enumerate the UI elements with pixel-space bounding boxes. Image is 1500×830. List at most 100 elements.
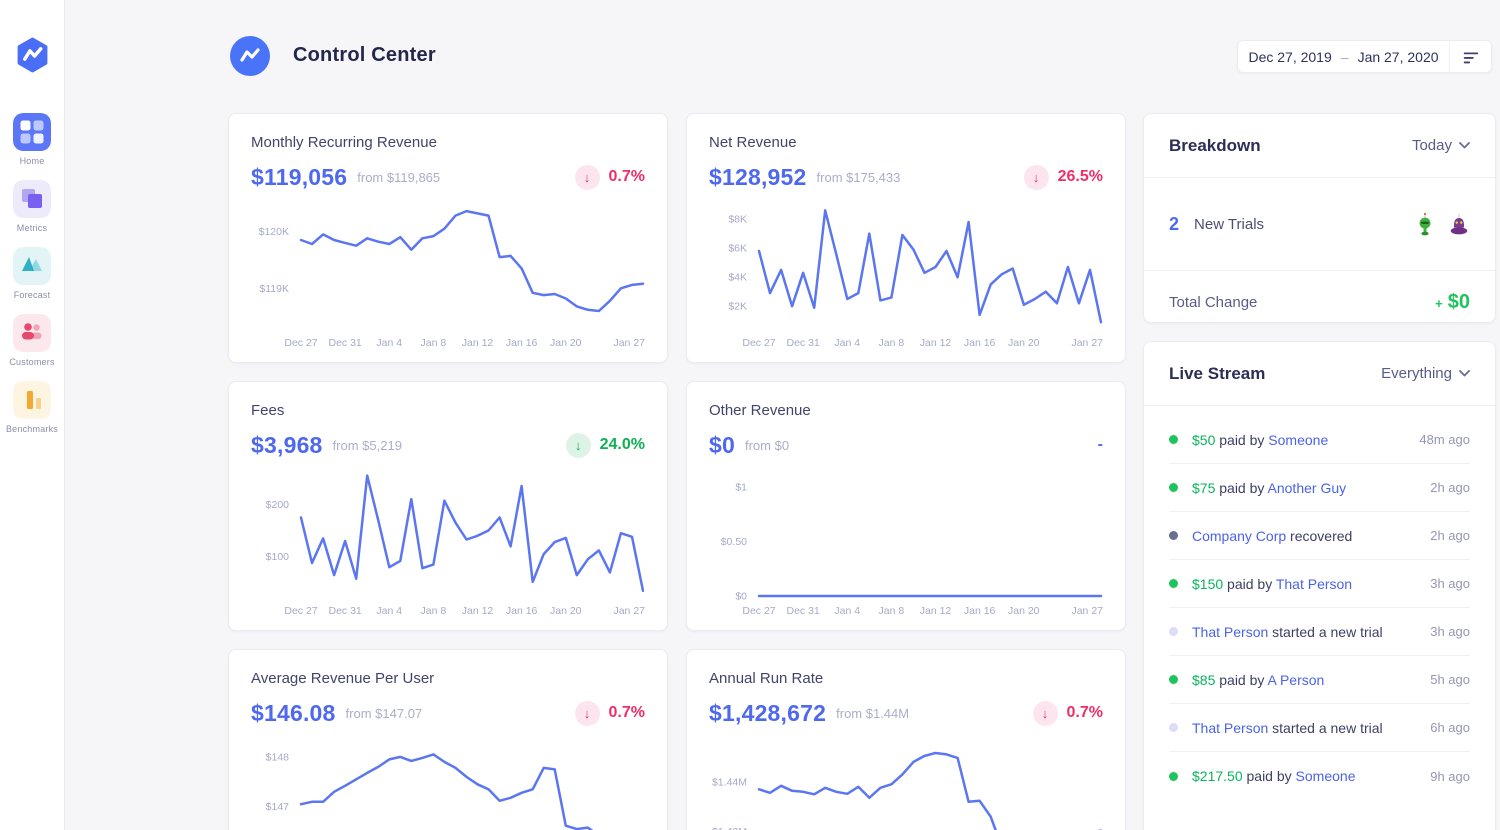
- svg-text:Jan 16: Jan 16: [506, 605, 538, 617]
- filter-button[interactable]: [1449, 41, 1491, 72]
- total-change-row: Total Change + $0: [1144, 271, 1495, 333]
- date-range-text: Dec 27, 2019 – Jan 27, 2020: [1238, 49, 1449, 65]
- event-text: $217.50 paid by Someone: [1192, 768, 1355, 784]
- event-plain-text: paid by: [1242, 768, 1296, 784]
- change-percent: 0.7%: [1066, 704, 1103, 721]
- customer-link[interactable]: That Person: [1192, 719, 1269, 736]
- new-trials-row[interactable]: 2 New Trials: [1144, 178, 1495, 271]
- svg-text:Jan 12: Jan 12: [462, 337, 494, 349]
- date-start: Dec 27, 2019: [1248, 48, 1332, 65]
- status-dot-icon: [1169, 723, 1178, 732]
- svg-text:Dec 27: Dec 27: [284, 337, 317, 349]
- change-badge: ↓ 0.7%: [1032, 700, 1103, 726]
- breakdown-period-select[interactable]: Today: [1412, 137, 1470, 154]
- customer-link[interactable]: Another Guy: [1267, 479, 1347, 496]
- event-text: $50 paid by Someone: [1192, 432, 1328, 448]
- customer-link[interactable]: That Person: [1192, 623, 1269, 640]
- event-text: That Person started a new trial: [1192, 720, 1383, 736]
- event-plain-text: recovered: [1286, 527, 1353, 544]
- status-dot-icon: [1169, 435, 1178, 444]
- sidebar-item-customers[interactable]: Customers: [0, 314, 64, 367]
- customers-people-icon: [13, 314, 51, 352]
- event-plain-text: paid by: [1215, 671, 1268, 688]
- card-title: Average Revenue Per User: [251, 670, 435, 687]
- total-change-label: Total Change: [1169, 293, 1258, 311]
- svg-text:Jan 16: Jan 16: [964, 337, 996, 349]
- svg-text:Dec 31: Dec 31: [328, 605, 361, 617]
- svg-text:Jan 4: Jan 4: [834, 605, 860, 617]
- date-range-picker[interactable]: Dec 27, 2019 – Jan 27, 2020: [1237, 40, 1492, 73]
- list-item: That Person started a new trial 6h ago: [1169, 704, 1470, 752]
- change-percent: 0.7%: [608, 168, 645, 185]
- no-change-placeholder: -: [1097, 436, 1103, 453]
- arrow-down-icon: ↓: [1023, 164, 1049, 190]
- control-center-logo-icon: [230, 36, 270, 76]
- svg-text:$0.50: $0.50: [721, 536, 747, 548]
- fees-card: Fees $3,968 from $5,219 ↓ 24.0% $200 $100…: [228, 381, 668, 631]
- sidebar-nav: Home Metrics Forecast: [0, 113, 64, 434]
- list-item: Company Corp recovered 2h ago: [1169, 512, 1470, 560]
- event-timestamp: 3h ago: [1430, 576, 1470, 591]
- svg-text:$1.43M: $1.43M: [712, 826, 747, 830]
- sidebar-item-benchmarks[interactable]: Benchmarks: [0, 381, 64, 434]
- sidebar-item-forecast[interactable]: Forecast: [0, 247, 64, 300]
- card-title: Other Revenue: [709, 402, 811, 419]
- purple-creature-avatar-icon[interactable]: [1448, 211, 1470, 237]
- list-item: $217.50 paid by Someone 9h ago: [1169, 752, 1470, 800]
- customer-link[interactable]: Someone: [1268, 431, 1329, 448]
- svg-text:Jan 4: Jan 4: [834, 337, 860, 349]
- sidebar-item-label: Benchmarks: [5, 424, 59, 434]
- svg-text:Jan 12: Jan 12: [920, 605, 952, 617]
- svg-text:Jan 20: Jan 20: [1008, 337, 1040, 349]
- svg-text:$100: $100: [266, 551, 290, 563]
- svg-text:Jan 20: Jan 20: [550, 337, 582, 349]
- breakdown-title: Breakdown: [1169, 135, 1261, 155]
- customer-link[interactable]: That Person: [1275, 575, 1353, 592]
- breakdown-period-value: Today: [1411, 137, 1452, 154]
- live-stream-filter-value: Everything: [1381, 365, 1452, 382]
- svg-text:Jan 20: Jan 20: [1008, 605, 1040, 617]
- payment-amount: $75: [1192, 479, 1216, 496]
- app-logo-icon[interactable]: [14, 37, 51, 74]
- svg-text:Jan 4: Jan 4: [376, 337, 402, 349]
- svg-text:Jan 4: Jan 4: [376, 605, 402, 617]
- change-badge: ↓ 24.0%: [565, 432, 645, 458]
- sidebar-item-label: Home: [19, 156, 45, 166]
- arrow-down-icon: ↓: [565, 432, 591, 458]
- event-plain-text: paid by: [1215, 479, 1268, 496]
- svg-text:Jan 27: Jan 27: [613, 337, 645, 349]
- svg-text:Jan 8: Jan 8: [879, 337, 905, 349]
- date-end: Jan 27, 2020: [1357, 48, 1439, 65]
- svg-text:$120K: $120K: [259, 226, 289, 238]
- metric-previous-value: from $1.44M: [836, 705, 910, 721]
- sidebar-item-metrics[interactable]: Metrics: [0, 180, 64, 233]
- event-text: That Person started a new trial: [1192, 624, 1383, 640]
- live-stream-filter-select[interactable]: Everything: [1381, 365, 1470, 382]
- svg-text:Jan 12: Jan 12: [462, 605, 494, 617]
- metric-previous-value: from $0: [744, 437, 790, 453]
- customer-link[interactable]: Company Corp: [1192, 527, 1287, 544]
- status-dot-icon: [1169, 483, 1178, 492]
- customer-link[interactable]: A Person: [1267, 671, 1325, 688]
- total-change-value: + $0: [1435, 290, 1470, 313]
- customer-link[interactable]: Someone: [1295, 768, 1356, 784]
- event-plain-text: started a new trial: [1268, 623, 1383, 640]
- svg-text:$0: $0: [735, 591, 747, 603]
- benchmarks-bars-icon: [13, 381, 51, 419]
- metric-previous-value: from $119,865: [357, 169, 441, 185]
- event-timestamp: 9h ago: [1430, 768, 1470, 784]
- arrow-down-icon: ↓: [574, 164, 600, 190]
- net-revenue-card: Net Revenue $128,952 from $175,433 ↓ 26.…: [686, 113, 1126, 363]
- green-alien-avatar-icon[interactable]: [1415, 211, 1435, 237]
- arrow-down-icon: ↓: [1032, 700, 1058, 726]
- event-timestamp: 5h ago: [1430, 672, 1470, 687]
- event-timestamp: 2h ago: [1430, 480, 1470, 495]
- sidebar-item-home[interactable]: Home: [0, 113, 64, 166]
- svg-text:$4K: $4K: [728, 272, 747, 284]
- event-timestamp: 48m ago: [1419, 432, 1470, 447]
- arpu-card: Average Revenue Per User $146.08 from $1…: [228, 649, 668, 830]
- metric-previous-value: from $147.07: [345, 705, 423, 721]
- page-title: Control Center: [293, 44, 436, 66]
